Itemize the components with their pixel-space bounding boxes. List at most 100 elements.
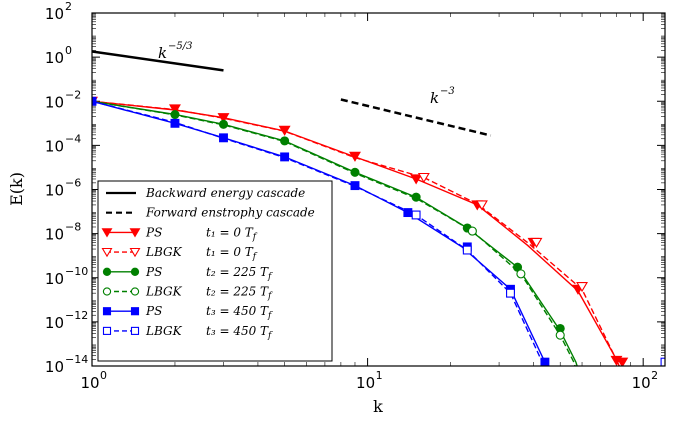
y-tick-label-base: 10 — [45, 314, 64, 332]
legend-marker — [130, 267, 140, 276]
x-tick-label: 10 0 — [80, 369, 107, 392]
y-tick-label-base: 10 — [45, 182, 64, 200]
series-6 — [92, 100, 665, 366]
y-tick-label-exp: −4 — [65, 132, 81, 145]
legend-label: Forward enstrophy cascade — [145, 206, 315, 220]
legend-time-sub: f — [267, 331, 273, 341]
plot-frame — [91, 12, 666, 367]
legend-label: LBGK — [145, 285, 183, 299]
legend-label: LBGK — [145, 245, 183, 259]
legend-time: t₁ = 0 Tf — [206, 245, 258, 262]
y-tick-label-exp: −8 — [65, 221, 81, 234]
legend-entry: LBGK t₂ = 225 Tf — [102, 285, 273, 302]
series-line — [92, 100, 545, 366]
legend-time: t₂ = 225 Tf — [206, 265, 273, 282]
data-point — [540, 357, 550, 366]
data-point — [467, 226, 477, 236]
legend-time: t₂ = 225 Tf — [206, 285, 273, 302]
y-tick-label-base: 10 — [45, 5, 64, 23]
y-tick-label-exp: −14 — [65, 353, 88, 366]
legend-label: PS — [145, 265, 162, 279]
series-4 — [92, 100, 576, 366]
y-tick-label: 10 −10 — [45, 265, 88, 288]
legend-marker — [102, 326, 112, 335]
legend-marker — [102, 267, 112, 276]
slope-label-base: k — [430, 89, 439, 107]
legend-time-sub: f — [267, 272, 273, 282]
legend-entry: PS t₃ = 450 Tf — [102, 304, 273, 321]
y-axis-label: E(k) — [7, 172, 26, 206]
y-tick-label-base: 10 — [45, 49, 64, 67]
x-tick-label-exp: 1 — [376, 369, 383, 382]
data-point — [530, 237, 543, 248]
data-point — [349, 151, 361, 162]
data-point — [411, 210, 421, 220]
legend-marker — [129, 228, 141, 238]
legend-marker — [130, 307, 140, 316]
series-line — [92, 100, 576, 366]
y-tick-label: 10 2 — [45, 0, 72, 23]
x-tick-label-base: 10 — [632, 374, 651, 392]
y-tick-label: 10 −14 — [45, 353, 88, 376]
y-tick-label: 10 −6 — [45, 177, 81, 200]
data-point — [350, 167, 360, 177]
legend-time-sub: f — [267, 311, 273, 321]
x-axis-label: k — [373, 397, 383, 416]
slope-label-exp: −3 — [440, 86, 455, 97]
x-tick-label-base: 10 — [356, 374, 375, 392]
legend-time: t₁ = 0 Tf — [206, 225, 258, 242]
legend-marker — [130, 326, 140, 335]
legend-marker — [102, 307, 112, 316]
legend-entry: LBGK t₁ = 0 Tf — [101, 245, 258, 262]
legend-marker — [101, 247, 113, 258]
legend-label: LBGK — [145, 324, 183, 338]
series-layer — [92, 96, 665, 366]
data-point — [576, 281, 589, 293]
legend-entry: Backward energy cascade — [106, 186, 305, 200]
y-tick-label-exp: −10 — [65, 265, 88, 278]
legend-label: PS — [145, 304, 162, 318]
backward-cascade-line — [92, 50, 224, 72]
legend-entry: PS t₂ = 225 Tf — [102, 265, 273, 282]
legend-marker — [101, 228, 113, 238]
y-tick-label: 10 −12 — [45, 309, 88, 332]
data-point — [350, 181, 360, 191]
y-tick-label: 10 −8 — [45, 221, 81, 244]
data-point — [555, 330, 565, 340]
y-tick-label-base: 10 — [45, 358, 64, 376]
x-tick-label: 10 2 — [632, 369, 659, 392]
y-tick-label-base: 10 — [45, 226, 64, 244]
y-tick-label-base: 10 — [45, 137, 64, 155]
data-point — [475, 200, 488, 211]
y-tick-label: 10 0 — [45, 44, 72, 67]
legend-label: PS — [145, 225, 162, 239]
y-tick-label-exp: −2 — [65, 88, 81, 101]
y-tick-label-exp: 0 — [65, 44, 72, 57]
reference-lines — [92, 50, 492, 137]
x-tick-label-exp: 0 — [100, 369, 107, 382]
slope-annotation-enstrophy: k −3 — [430, 86, 455, 107]
legend-time-sub: f — [267, 292, 273, 302]
legend-time-sub: f — [252, 252, 258, 262]
legend-marker — [102, 287, 112, 296]
legend-entry: LBGK t₃ = 450 Tf — [102, 324, 273, 341]
data-point — [506, 288, 515, 298]
legend-time-sub: f — [252, 232, 258, 242]
legend-marker — [130, 287, 140, 296]
slope-annotation-energy: k −5/3 — [158, 41, 192, 62]
y-tick-label: 10 −4 — [45, 132, 81, 155]
legend: Backward energy cascade Forward enstrophy… — [97, 180, 333, 362]
legend-time: t₃ = 450 Tf — [206, 324, 273, 341]
legend-entry: Forward enstrophy cascade — [106, 206, 315, 220]
y-tick-label-base: 10 — [45, 270, 64, 288]
slope-label-base: k — [158, 44, 167, 62]
data-point — [417, 172, 430, 184]
data-point — [462, 245, 472, 255]
series-2 — [92, 100, 621, 366]
forward-cascade-line — [340, 98, 492, 137]
legend-time: t₃ = 450 Tf — [206, 304, 273, 321]
slope-label-exp: −5/3 — [168, 41, 192, 52]
y-tick-label-exp: −12 — [65, 309, 88, 322]
